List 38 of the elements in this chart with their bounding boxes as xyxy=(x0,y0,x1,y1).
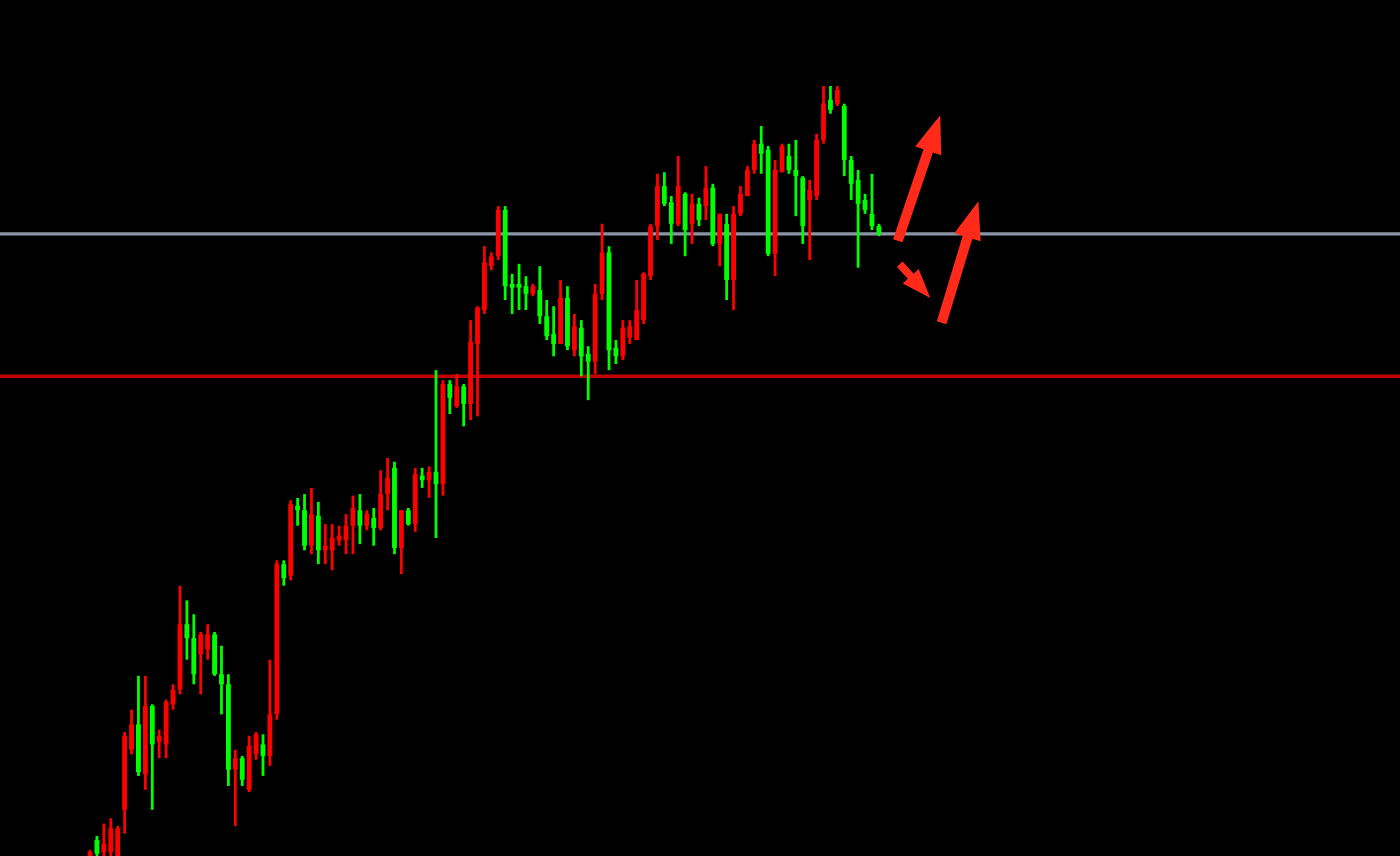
candlestick xyxy=(558,278,563,346)
candlestick xyxy=(149,702,155,812)
candlestick xyxy=(329,522,335,572)
candlestick xyxy=(454,372,460,410)
candlestick xyxy=(793,138,799,218)
candlestick xyxy=(447,378,453,416)
candlestick xyxy=(136,674,141,778)
candlestick xyxy=(551,304,557,358)
candlestick xyxy=(315,500,321,566)
candlestick xyxy=(281,558,287,588)
candlestick xyxy=(620,318,626,362)
candlestick xyxy=(419,466,425,490)
candlestick xyxy=(495,204,501,262)
candlestick xyxy=(246,734,252,794)
candlestick xyxy=(198,630,204,696)
candlestick xyxy=(571,312,577,358)
candlestick xyxy=(828,84,833,116)
candlestick xyxy=(834,84,840,108)
candlestick xyxy=(371,506,377,548)
candlestick xyxy=(302,492,307,552)
candlestick xyxy=(205,622,211,662)
candlestick xyxy=(232,748,238,828)
candlestick xyxy=(322,522,328,566)
candlestick xyxy=(398,508,404,576)
candlestick xyxy=(357,492,363,546)
candlestick xyxy=(682,190,688,258)
candlestick xyxy=(309,486,314,556)
candlestick xyxy=(426,464,432,500)
candlestick xyxy=(634,278,640,342)
candlestick xyxy=(703,164,709,222)
candlestick xyxy=(717,212,723,268)
candlestick xyxy=(675,154,681,228)
candlestick xyxy=(94,834,100,856)
candlestick xyxy=(101,822,107,856)
candlestick xyxy=(108,816,114,856)
candlestick xyxy=(461,382,467,428)
candlestick xyxy=(364,508,370,532)
candlestick xyxy=(239,754,245,788)
